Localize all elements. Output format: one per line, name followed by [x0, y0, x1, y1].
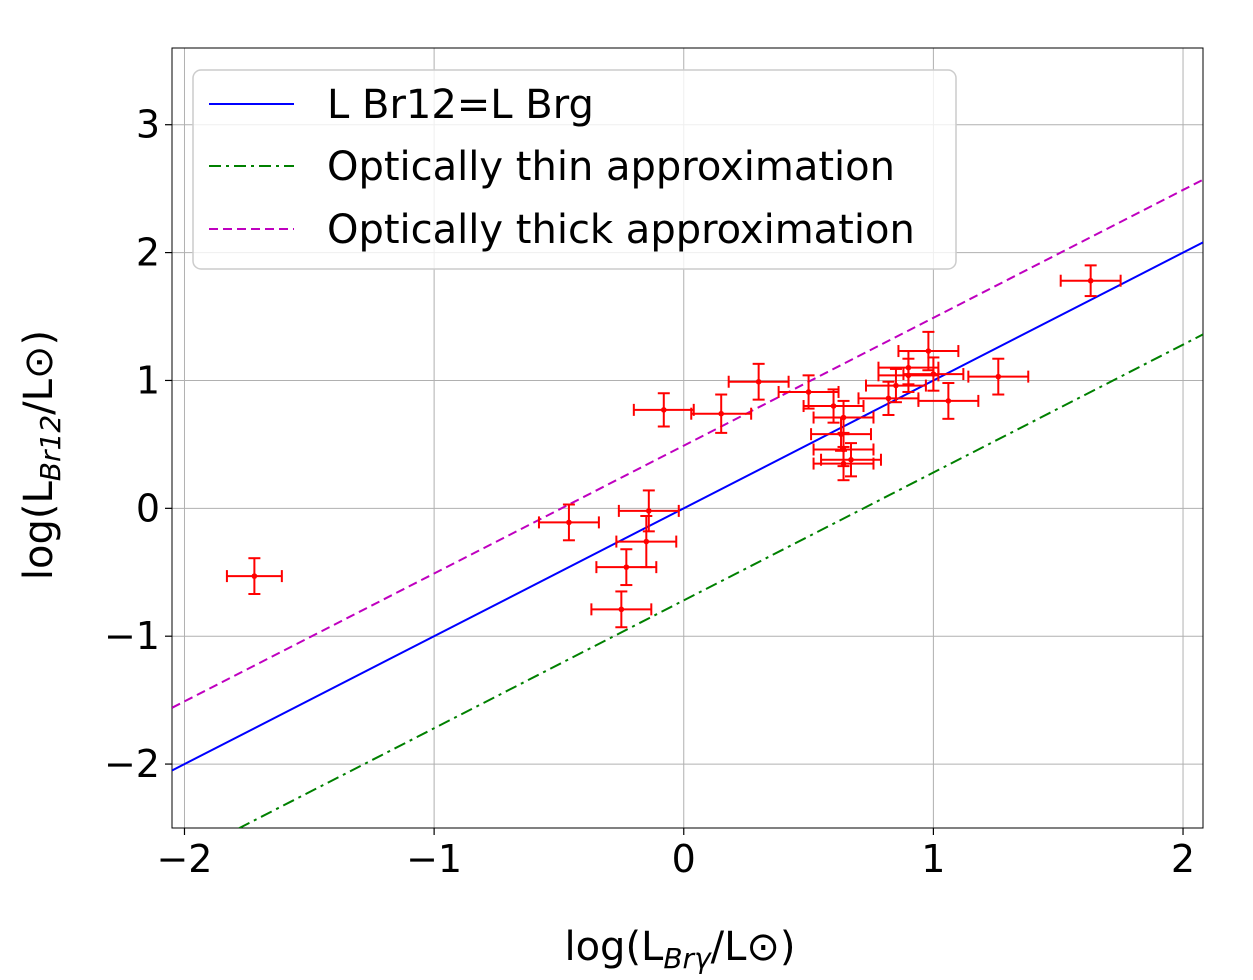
data-point-marker	[1087, 277, 1094, 284]
data-point-marker	[925, 348, 932, 354]
data-point-marker	[660, 407, 667, 413]
legend: L Br12=L Brg Optically thin approximatio…	[192, 69, 957, 270]
data-point-marker	[848, 456, 854, 463]
data-point-marker	[755, 378, 762, 385]
data-point	[902, 356, 965, 392]
y-tick-label: 1	[136, 358, 160, 402]
data-point	[617, 489, 680, 533]
data-point-marker	[646, 508, 652, 514]
data-point-marker	[251, 573, 258, 579]
line-equal	[172, 241, 1203, 772]
data-point	[917, 382, 980, 420]
data-point-marker	[830, 403, 837, 409]
x-tick-label: −1	[406, 837, 462, 881]
data-point-marker	[893, 382, 899, 389]
x-tick-label: 0	[672, 837, 696, 881]
data-point	[1059, 264, 1122, 298]
data-point	[590, 590, 653, 629]
data-point-marker	[930, 371, 937, 377]
data-point-marker	[718, 410, 725, 417]
data-point-marker	[840, 460, 847, 467]
line-optically-thin	[237, 333, 1203, 828]
x-tick-label: −2	[156, 837, 212, 881]
data-point	[812, 445, 875, 482]
legend-box	[192, 69, 957, 270]
data-point-marker	[885, 395, 892, 402]
data-point-marker	[643, 538, 650, 545]
data-point	[632, 392, 695, 428]
reference-lines	[172, 178, 1203, 828]
x-tick-label: 2	[1171, 837, 1195, 881]
data-point-marker	[995, 373, 1002, 380]
x-axis-title: log(LBrγ/L⊙)	[564, 924, 795, 975]
data-point	[537, 503, 600, 542]
data-point	[967, 357, 1030, 396]
data-point-marker	[945, 398, 952, 404]
data-point	[777, 374, 840, 410]
y-tick-label: 0	[136, 486, 160, 530]
axes	[171, 47, 1204, 829]
y-tick-label: −2	[104, 742, 160, 786]
data-points	[225, 264, 1122, 629]
data-point	[690, 393, 753, 434]
legend-label-equal: L Br12=L Brg	[327, 82, 594, 128]
data-point-marker	[566, 519, 572, 526]
data-point-marker	[905, 364, 912, 371]
data-point	[225, 557, 283, 595]
data-point	[595, 548, 658, 587]
line-optically-thick	[172, 178, 1203, 709]
data-point-marker	[805, 389, 812, 395]
data-point	[897, 330, 960, 372]
data-point	[727, 362, 790, 401]
plot-frame	[171, 47, 1204, 829]
y-tick-label: −1	[104, 614, 160, 658]
data-point-marker	[618, 606, 625, 613]
y-axis-title: log(LBr12/L⊙)	[16, 330, 67, 580]
y-tick-label: 3	[136, 103, 160, 147]
data-point-marker	[623, 564, 630, 570]
legend-label-thick: Optically thick approximation	[327, 207, 915, 253]
legend-label-thin: Optically thin approximation	[327, 144, 895, 190]
ticks: −2 −1 0 1 2 −2 −1 0 1 2 3	[104, 103, 1195, 881]
y-tick-label: 2	[136, 231, 160, 275]
data-point	[820, 442, 882, 478]
x-tick-label: 1	[921, 837, 945, 881]
